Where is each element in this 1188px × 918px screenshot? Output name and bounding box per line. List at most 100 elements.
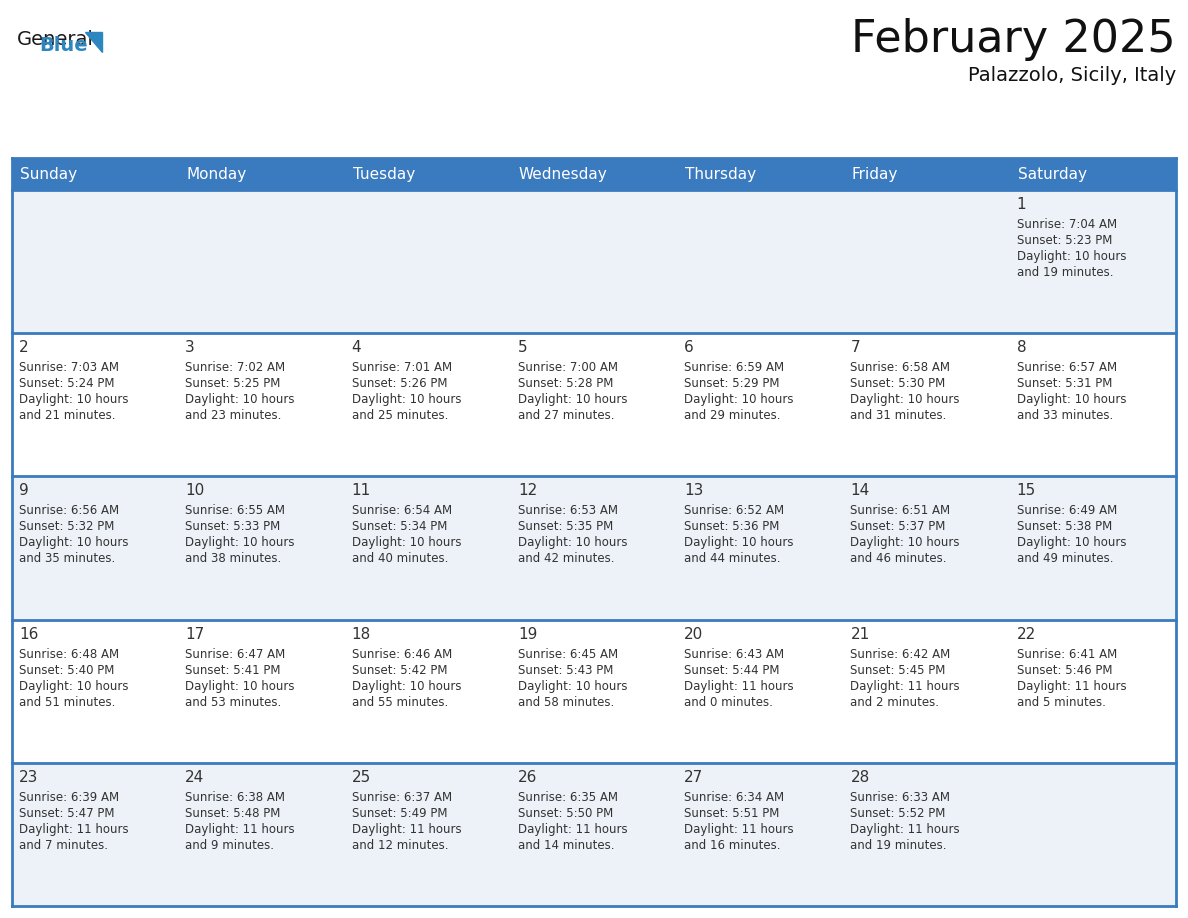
Text: Sunrise: 6:55 AM: Sunrise: 6:55 AM xyxy=(185,504,285,518)
Text: Blue: Blue xyxy=(39,36,88,55)
Text: Daylight: 10 hours: Daylight: 10 hours xyxy=(684,536,794,549)
Text: Sunrise: 6:35 AM: Sunrise: 6:35 AM xyxy=(518,790,618,804)
Text: and 38 minutes.: and 38 minutes. xyxy=(185,553,282,565)
Text: and 2 minutes.: and 2 minutes. xyxy=(851,696,940,709)
Text: Sunrise: 6:59 AM: Sunrise: 6:59 AM xyxy=(684,361,784,375)
Text: February 2025: February 2025 xyxy=(852,18,1176,61)
Text: Sunrise: 6:41 AM: Sunrise: 6:41 AM xyxy=(1017,647,1117,661)
Text: Sunrise: 7:00 AM: Sunrise: 7:00 AM xyxy=(518,361,618,375)
Text: Daylight: 10 hours: Daylight: 10 hours xyxy=(1017,250,1126,263)
Text: and 35 minutes.: and 35 minutes. xyxy=(19,553,115,565)
Text: Sunset: 5:52 PM: Sunset: 5:52 PM xyxy=(851,807,946,820)
Text: Sunrise: 6:38 AM: Sunrise: 6:38 AM xyxy=(185,790,285,804)
Polygon shape xyxy=(86,32,102,52)
Text: Sunrise: 7:04 AM: Sunrise: 7:04 AM xyxy=(1017,218,1117,231)
Text: Sunrise: 6:53 AM: Sunrise: 6:53 AM xyxy=(518,504,618,518)
Text: Sunrise: 6:37 AM: Sunrise: 6:37 AM xyxy=(352,790,451,804)
Text: Daylight: 10 hours: Daylight: 10 hours xyxy=(185,679,295,692)
Text: 4: 4 xyxy=(352,341,361,355)
Bar xyxy=(12,620,1176,763)
Text: and 40 minutes.: and 40 minutes. xyxy=(352,553,448,565)
Text: Daylight: 11 hours: Daylight: 11 hours xyxy=(684,679,794,692)
Text: 21: 21 xyxy=(851,627,870,642)
Text: Sunrise: 6:46 AM: Sunrise: 6:46 AM xyxy=(352,647,451,661)
Text: Sunrise: 6:57 AM: Sunrise: 6:57 AM xyxy=(1017,361,1117,375)
Text: Sunset: 5:44 PM: Sunset: 5:44 PM xyxy=(684,664,779,677)
Text: 2: 2 xyxy=(19,341,29,355)
Bar xyxy=(12,763,1176,906)
Text: Daylight: 10 hours: Daylight: 10 hours xyxy=(518,679,627,692)
Text: 11: 11 xyxy=(352,484,371,498)
Text: Sunrise: 6:56 AM: Sunrise: 6:56 AM xyxy=(19,504,119,518)
Text: 8: 8 xyxy=(1017,341,1026,355)
Text: Sunrise: 6:58 AM: Sunrise: 6:58 AM xyxy=(851,361,950,375)
Text: 12: 12 xyxy=(518,484,537,498)
Text: 25: 25 xyxy=(352,770,371,785)
Text: 26: 26 xyxy=(518,770,537,785)
Text: Sunrise: 6:39 AM: Sunrise: 6:39 AM xyxy=(19,790,119,804)
Text: and 0 minutes.: and 0 minutes. xyxy=(684,696,773,709)
Text: and 58 minutes.: and 58 minutes. xyxy=(518,696,614,709)
Text: Sunset: 5:41 PM: Sunset: 5:41 PM xyxy=(185,664,280,677)
Text: and 49 minutes.: and 49 minutes. xyxy=(1017,553,1113,565)
Text: Sunset: 5:38 PM: Sunset: 5:38 PM xyxy=(1017,521,1112,533)
Text: Sunrise: 6:52 AM: Sunrise: 6:52 AM xyxy=(684,504,784,518)
Text: 18: 18 xyxy=(352,627,371,642)
Text: and 19 minutes.: and 19 minutes. xyxy=(1017,266,1113,279)
Text: Daylight: 10 hours: Daylight: 10 hours xyxy=(19,679,128,692)
Text: and 9 minutes.: and 9 minutes. xyxy=(185,839,274,852)
Text: 9: 9 xyxy=(19,484,29,498)
Text: and 27 minutes.: and 27 minutes. xyxy=(518,409,614,422)
Text: Daylight: 10 hours: Daylight: 10 hours xyxy=(352,536,461,549)
Text: Friday: Friday xyxy=(852,166,898,182)
Text: Sunset: 5:29 PM: Sunset: 5:29 PM xyxy=(684,377,779,390)
Text: 28: 28 xyxy=(851,770,870,785)
Text: Sunset: 5:23 PM: Sunset: 5:23 PM xyxy=(1017,234,1112,247)
Text: 22: 22 xyxy=(1017,627,1036,642)
Text: Sunset: 5:42 PM: Sunset: 5:42 PM xyxy=(352,664,447,677)
Text: and 23 minutes.: and 23 minutes. xyxy=(185,409,282,422)
Text: Sunrise: 6:54 AM: Sunrise: 6:54 AM xyxy=(352,504,451,518)
Text: Sunrise: 6:42 AM: Sunrise: 6:42 AM xyxy=(851,647,950,661)
Text: Daylight: 11 hours: Daylight: 11 hours xyxy=(851,679,960,692)
Text: Sunset: 5:49 PM: Sunset: 5:49 PM xyxy=(352,807,447,820)
Text: and 12 minutes.: and 12 minutes. xyxy=(352,839,448,852)
Text: Daylight: 11 hours: Daylight: 11 hours xyxy=(851,823,960,835)
Text: and 29 minutes.: and 29 minutes. xyxy=(684,409,781,422)
Text: 1: 1 xyxy=(1017,197,1026,212)
Text: 14: 14 xyxy=(851,484,870,498)
Text: 16: 16 xyxy=(19,627,38,642)
Text: and 19 minutes.: and 19 minutes. xyxy=(851,839,947,852)
Text: Daylight: 10 hours: Daylight: 10 hours xyxy=(19,536,128,549)
Text: and 53 minutes.: and 53 minutes. xyxy=(185,696,282,709)
Text: Sunrise: 7:01 AM: Sunrise: 7:01 AM xyxy=(352,361,451,375)
Text: Daylight: 10 hours: Daylight: 10 hours xyxy=(185,536,295,549)
Text: Sunset: 5:26 PM: Sunset: 5:26 PM xyxy=(352,377,447,390)
Text: Sunrise: 6:48 AM: Sunrise: 6:48 AM xyxy=(19,647,119,661)
Text: General: General xyxy=(17,30,94,49)
Text: 20: 20 xyxy=(684,627,703,642)
Text: Tuesday: Tuesday xyxy=(353,166,415,182)
Text: Thursday: Thursday xyxy=(685,166,757,182)
Text: 19: 19 xyxy=(518,627,537,642)
Text: Sunrise: 6:43 AM: Sunrise: 6:43 AM xyxy=(684,647,784,661)
Text: Sunrise: 6:51 AM: Sunrise: 6:51 AM xyxy=(851,504,950,518)
Text: Daylight: 10 hours: Daylight: 10 hours xyxy=(684,393,794,406)
Text: Daylight: 10 hours: Daylight: 10 hours xyxy=(1017,393,1126,406)
Text: Sunrise: 6:34 AM: Sunrise: 6:34 AM xyxy=(684,790,784,804)
Text: 3: 3 xyxy=(185,341,195,355)
Bar xyxy=(12,190,1176,333)
Text: Palazzolo, Sicily, Italy: Palazzolo, Sicily, Italy xyxy=(968,66,1176,85)
Text: and 33 minutes.: and 33 minutes. xyxy=(1017,409,1113,422)
Text: Sunset: 5:28 PM: Sunset: 5:28 PM xyxy=(518,377,613,390)
Text: Daylight: 11 hours: Daylight: 11 hours xyxy=(1017,679,1126,692)
Text: Daylight: 11 hours: Daylight: 11 hours xyxy=(19,823,128,835)
Text: Sunset: 5:43 PM: Sunset: 5:43 PM xyxy=(518,664,613,677)
Text: Daylight: 10 hours: Daylight: 10 hours xyxy=(518,393,627,406)
Text: Daylight: 11 hours: Daylight: 11 hours xyxy=(352,823,461,835)
Text: and 55 minutes.: and 55 minutes. xyxy=(352,696,448,709)
Text: Sunset: 5:46 PM: Sunset: 5:46 PM xyxy=(1017,664,1112,677)
Text: and 7 minutes.: and 7 minutes. xyxy=(19,839,108,852)
Text: 27: 27 xyxy=(684,770,703,785)
Text: 23: 23 xyxy=(19,770,38,785)
